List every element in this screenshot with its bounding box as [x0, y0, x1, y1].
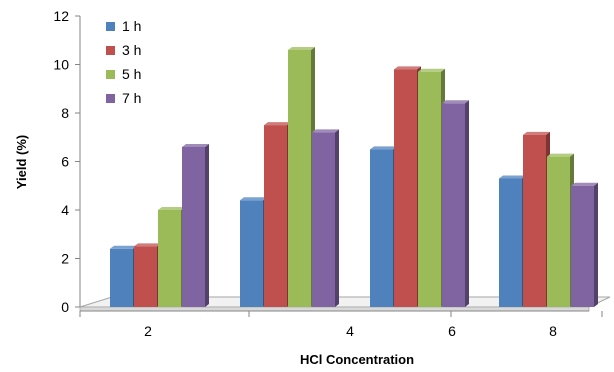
- legend-label: 3 h: [122, 42, 141, 58]
- legend-swatch: [106, 94, 115, 103]
- bar: [312, 129, 339, 307]
- y-axis: 0 2 4 6 8 10 12: [53, 8, 81, 315]
- legend-swatch: [106, 46, 115, 55]
- bar: [182, 143, 209, 307]
- legend-swatch: [106, 70, 115, 79]
- bar: [523, 131, 550, 307]
- y-tick-label: 4: [61, 202, 69, 218]
- legend-label: 5 h: [122, 66, 141, 82]
- bar: [442, 100, 469, 307]
- legend-label: 7 h: [122, 90, 141, 106]
- bar: [499, 175, 526, 307]
- bar: [571, 182, 598, 307]
- y-tick-label: 0: [61, 299, 69, 315]
- bar: [547, 153, 574, 307]
- bar: [240, 197, 267, 307]
- x-tick-label: 8: [549, 323, 557, 339]
- legend-item: 5 h: [106, 66, 141, 82]
- y-tick-label: 12: [53, 8, 69, 24]
- floor-front: [79, 306, 590, 312]
- bar: [134, 243, 161, 307]
- x-tick-label: 2: [144, 323, 152, 339]
- bars: [110, 46, 598, 308]
- y-tick-label: 6: [61, 154, 69, 170]
- x-axis-title: HCl Concentration: [300, 352, 414, 367]
- y-tick-label: 10: [53, 57, 69, 73]
- legend: 1 h 3 h 5 h 7 h: [106, 18, 141, 106]
- y-tick-label: 8: [61, 105, 69, 121]
- bar: [370, 146, 397, 307]
- x-tick-label: 4: [346, 323, 354, 339]
- legend-item: 1 h: [106, 18, 141, 34]
- bar: [394, 66, 421, 307]
- legend-label: 1 h: [122, 18, 141, 34]
- y-axis-title: Yield (%): [14, 135, 29, 189]
- bar: [288, 46, 315, 307]
- x-tick-label: 6: [448, 323, 456, 339]
- legend-item: 3 h: [106, 42, 141, 58]
- bar: [264, 122, 291, 307]
- bar: [418, 68, 445, 308]
- legend-swatch: [106, 22, 115, 31]
- x-axis: 2 4 6 8: [79, 310, 603, 339]
- bar: [110, 245, 137, 307]
- y-tick-label: 2: [61, 251, 69, 267]
- legend-item: 7 h: [106, 90, 141, 106]
- bar: [158, 207, 185, 307]
